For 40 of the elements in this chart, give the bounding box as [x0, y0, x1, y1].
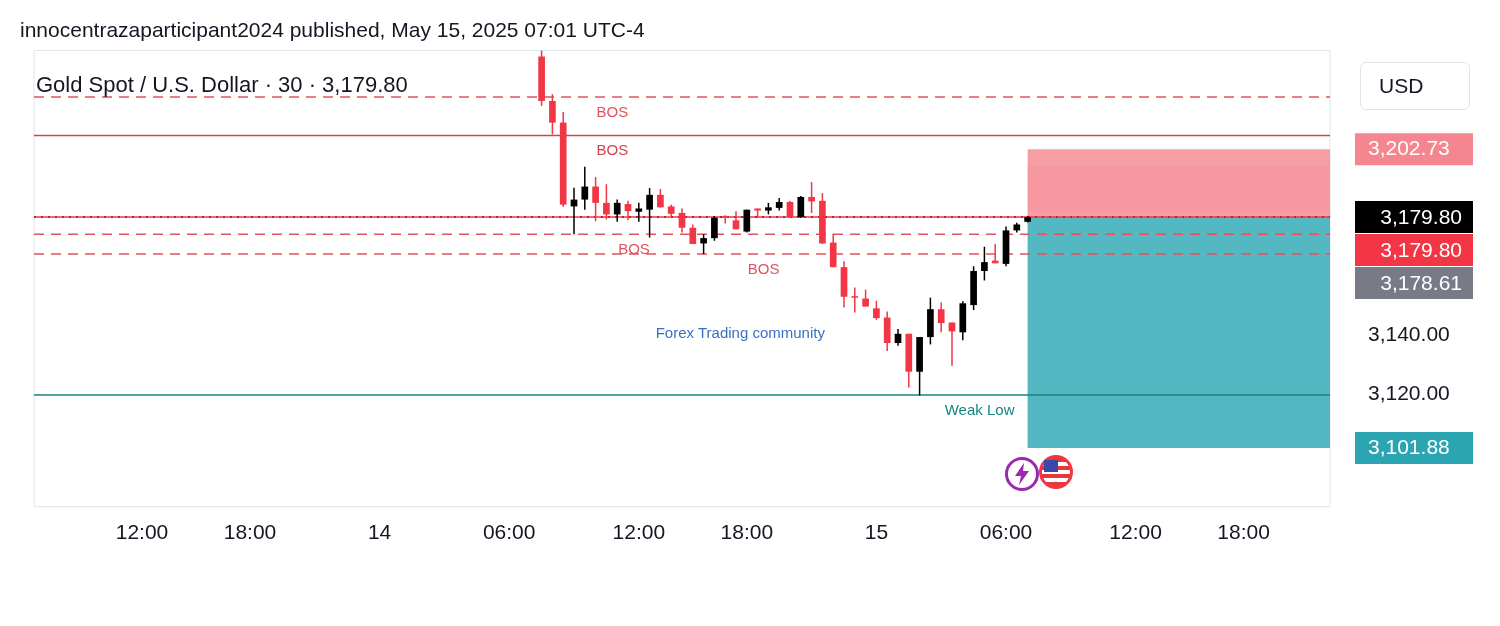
- candlestick: [797, 195, 805, 219]
- candlestick: [873, 299, 880, 321]
- x-tick-label: 12:00: [115, 520, 169, 544]
- candlestick: [711, 215, 718, 242]
- ref-line-label: Weak Low: [944, 400, 1015, 418]
- candlestick: [646, 187, 653, 239]
- x-tick-label: 18:00: [1217, 520, 1270, 544]
- y-tick-label: 3,120.00: [1368, 381, 1450, 405]
- ref-line-label: BOS: [596, 102, 629, 120]
- chart-title: innocentrazaparticipant2024 published, May 15, 2025 07:01 UTC-4: [20, 18, 645, 42]
- y-tick-label: 3,140.00: [1368, 321, 1450, 345]
- candlestick: [635, 202, 643, 223]
- ref-line-label: 3,179.80: [1380, 204, 1462, 228]
- annotation: Forex Trading community: [655, 324, 826, 342]
- x-tick-label: 12:00: [612, 520, 666, 544]
- candlestick: [851, 286, 859, 314]
- x-tick-label: 12:00: [1109, 520, 1162, 544]
- x-tick-label: 06:00: [482, 520, 536, 544]
- candlestick: [657, 188, 664, 209]
- y-tick-label: 3,202.73: [1368, 135, 1450, 159]
- candlestick: [613, 198, 621, 223]
- x-tick-label: 15: [864, 520, 889, 544]
- text: Gold Spot / U.S. Dollar · 30 · 3,179.80: [36, 72, 408, 98]
- candlestick: [549, 93, 556, 136]
- x-tick-label: 18:00: [720, 520, 774, 544]
- candlestick: [981, 245, 988, 282]
- candlestick: [700, 233, 707, 255]
- x-tick-label: 18:00: [223, 520, 277, 544]
- ref-line-label: BOS: [618, 239, 650, 257]
- y-axis-title: USD: [1360, 62, 1470, 110]
- ref-line-label: BOS: [596, 141, 629, 159]
- text: 3,178.61: [1380, 270, 1462, 294]
- candlestick: [937, 301, 945, 334]
- ref-line-label: 3,179.80: [1380, 237, 1462, 261]
- y-tick-label: 3,101.88: [1368, 434, 1450, 458]
- candlestick: [808, 181, 815, 214]
- candlestick: [581, 165, 589, 211]
- x-tick-label: 06:00: [979, 520, 1033, 544]
- x-tick-label: 14: [367, 520, 392, 544]
- ref-line-label: BOS: [747, 259, 780, 277]
